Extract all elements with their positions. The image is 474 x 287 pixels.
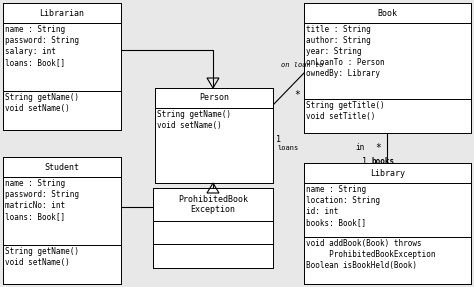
Text: 1: 1 bbox=[276, 135, 281, 144]
Bar bbox=[3, 23, 121, 91]
Bar bbox=[3, 245, 121, 284]
Bar bbox=[304, 237, 471, 284]
Bar bbox=[304, 99, 471, 133]
Bar bbox=[3, 3, 121, 23]
Bar bbox=[153, 221, 273, 244]
Bar bbox=[155, 88, 273, 108]
Bar bbox=[3, 3, 121, 130]
Text: Book: Book bbox=[377, 9, 398, 18]
Text: Librarian: Librarian bbox=[39, 9, 84, 18]
Bar bbox=[3, 157, 121, 177]
Bar bbox=[304, 183, 471, 237]
Text: on loan to: on loan to bbox=[281, 62, 323, 68]
Text: loans: loans bbox=[278, 145, 299, 151]
Text: String getName()
void setName(): String getName() void setName() bbox=[157, 110, 231, 130]
Text: String getTitle()
void setTitle(): String getTitle() void setTitle() bbox=[306, 101, 384, 121]
Bar bbox=[155, 88, 273, 183]
Text: Student: Student bbox=[45, 162, 80, 172]
Text: ProhibitedBook
Exception: ProhibitedBook Exception bbox=[178, 195, 248, 214]
Text: name : String
location: String
id: int
books: Book[]: name : String location: String id: int b… bbox=[306, 185, 380, 227]
Bar bbox=[3, 177, 121, 245]
Bar bbox=[153, 188, 273, 221]
Text: *: * bbox=[294, 90, 300, 100]
Text: void addBook(Book) throws
     ProhibitedBookException
Boolean isBookHeld(Book): void addBook(Book) throws ProhibitedBook… bbox=[306, 239, 436, 270]
Text: name : String
password: String
salary: int
loans: Book[]: name : String password: String salary: i… bbox=[5, 25, 79, 67]
Text: *: * bbox=[375, 143, 381, 153]
Text: Library: Library bbox=[370, 168, 405, 177]
Bar bbox=[155, 108, 273, 183]
Bar bbox=[3, 157, 121, 284]
Bar bbox=[304, 163, 471, 183]
Bar bbox=[304, 3, 471, 23]
Text: title : String
author: String
year: String
onLoanTo : Person
ownedBy: Library: title : String author: String year: Stri… bbox=[306, 25, 384, 78]
Text: 1: 1 bbox=[362, 156, 367, 166]
Text: name : String
password: String
matricNo: int
loans: Book[]: name : String password: String matricNo:… bbox=[5, 179, 79, 221]
Text: String getName()
void setName(): String getName() void setName() bbox=[5, 247, 79, 267]
Bar bbox=[304, 23, 471, 99]
Text: Person: Person bbox=[199, 94, 229, 102]
Text: String getName()
void setName(): String getName() void setName() bbox=[5, 93, 79, 113]
Text: in: in bbox=[355, 144, 364, 152]
Bar bbox=[304, 3, 471, 133]
Text: books: books bbox=[372, 156, 395, 166]
Bar bbox=[153, 188, 273, 268]
Bar bbox=[3, 91, 121, 130]
Bar bbox=[153, 244, 273, 268]
Bar bbox=[304, 163, 471, 284]
